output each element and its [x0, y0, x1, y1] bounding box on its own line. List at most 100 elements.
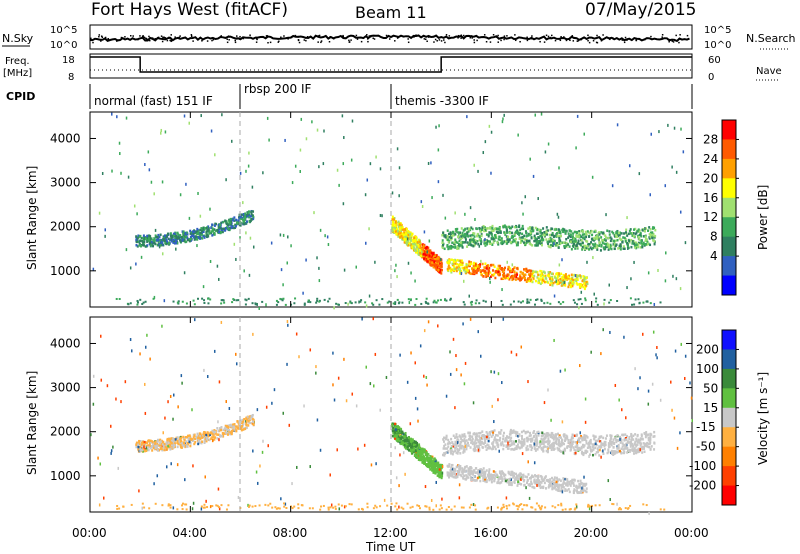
range-cell [556, 437, 559, 440]
range-cell [165, 240, 168, 244]
range-cell [472, 268, 475, 272]
range-cell [437, 263, 440, 266]
ground-scatter-cell [462, 301, 465, 304]
range-cell [467, 438, 470, 441]
range-cell [243, 222, 246, 225]
range-cell [526, 445, 529, 448]
noise-search-dot [271, 37, 273, 39]
range-cell [579, 284, 582, 288]
range-cell [586, 230, 589, 233]
range-cell [165, 235, 168, 239]
range-cell [652, 239, 655, 242]
range-cell [417, 454, 420, 458]
range-cell [169, 448, 172, 451]
ground-scatter-cell [316, 299, 319, 302]
noise-search-dot [668, 38, 671, 41]
cpid-segment-normal: normal (fast) 151 IF [94, 94, 213, 108]
noise-search-dot [318, 34, 321, 37]
ground-scatter-cell [401, 301, 404, 304]
range-cell [226, 428, 229, 431]
range-cell [411, 247, 414, 250]
range-cell [434, 463, 437, 467]
range-cell [598, 236, 601, 240]
range-cell [592, 239, 595, 242]
range-cell [637, 438, 640, 441]
range-cell [478, 435, 481, 438]
noise-search-dot [107, 38, 110, 41]
ground-scatter-cell [244, 298, 247, 301]
range-cell [523, 234, 526, 238]
range-cell [426, 454, 429, 458]
range-cell [158, 245, 161, 249]
range-cell [408, 243, 411, 247]
range-cell [616, 434, 619, 437]
range-cell [532, 431, 535, 434]
range-cell [602, 436, 605, 440]
range-cell [193, 434, 196, 437]
range-cell [643, 230, 646, 233]
range-cell [464, 435, 467, 438]
range-cell [495, 433, 498, 437]
ground-scatter-cell [520, 301, 523, 304]
range-cell [144, 163, 146, 167]
range-cell [543, 231, 546, 234]
range-cell [413, 440, 416, 443]
noise-search-dot [192, 40, 194, 42]
range-cell [558, 434, 561, 437]
ground-scatter-cell [222, 299, 225, 302]
range-cell [444, 451, 447, 455]
range-cell [193, 238, 196, 241]
range-cell [179, 193, 182, 197]
range-cell [469, 234, 472, 237]
range-cell [529, 233, 532, 236]
range-cell [167, 237, 170, 241]
range-cell [512, 268, 515, 271]
range-cell [446, 447, 449, 450]
noise-search-dot [415, 34, 417, 36]
range-cell [200, 434, 203, 437]
range-cell [104, 234, 106, 238]
range-cell [508, 239, 511, 242]
range-cell [475, 432, 478, 435]
range-cell [545, 277, 548, 280]
range-cell [166, 232, 169, 236]
range-cell [179, 445, 182, 449]
range-cell [542, 437, 545, 441]
range-cell [140, 448, 143, 452]
range-cell [481, 446, 484, 449]
range-cell [470, 237, 473, 240]
range-cell [555, 277, 558, 280]
range-cell [612, 231, 615, 235]
range-cell [418, 443, 421, 446]
range-cell [611, 184, 614, 188]
range-cell [585, 434, 588, 438]
range-cell [569, 233, 572, 236]
range-cell [525, 280, 528, 284]
range-cell [607, 442, 610, 445]
range-cell [403, 236, 406, 239]
range-cell [241, 423, 244, 426]
range-cell [613, 247, 616, 250]
range-cell [512, 431, 515, 434]
range-cell [143, 449, 146, 453]
range-cell [539, 440, 542, 443]
range-cell [635, 443, 638, 447]
range-cell [137, 234, 140, 237]
range-cell [266, 116, 269, 120]
range-cell [667, 123, 669, 127]
range-cell [604, 234, 607, 237]
range-cell [203, 441, 206, 444]
range-cell [515, 447, 518, 451]
range-cell [466, 441, 469, 445]
range-cell [537, 197, 539, 201]
range-cell [221, 230, 224, 234]
range-cell [176, 436, 179, 439]
range-cell [541, 277, 544, 280]
range-cell [207, 225, 210, 228]
noise-search-dot [385, 34, 388, 37]
range-cell [638, 238, 641, 241]
date-title: 07/May/2015 [585, 0, 697, 20]
range-cell [465, 443, 468, 447]
range-cell [467, 243, 470, 246]
range-cell [574, 445, 577, 449]
